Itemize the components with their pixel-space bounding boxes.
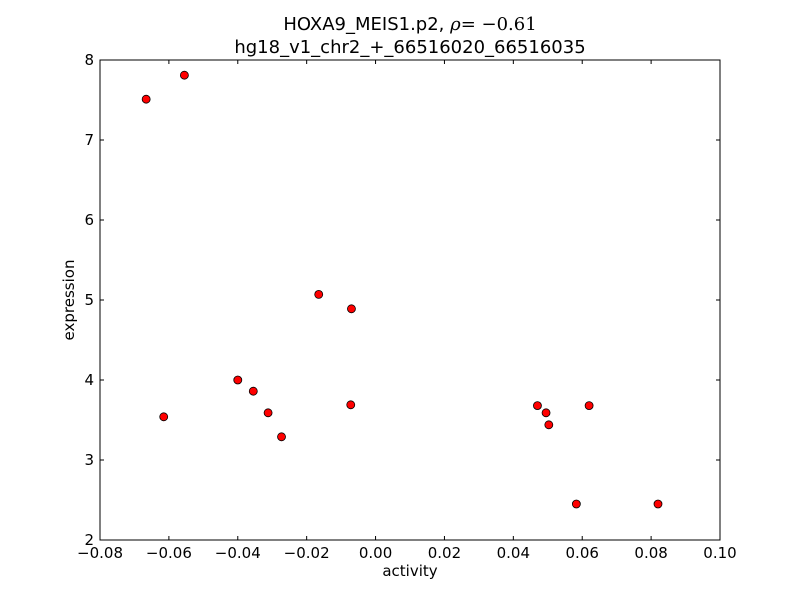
x-tick-label: −0.02 <box>284 544 330 562</box>
x-tick-label: 0.04 <box>497 544 530 562</box>
y-tick-label: 8 <box>84 51 94 69</box>
scatter-point <box>179 70 189 80</box>
x-tick-label: −0.08 <box>77 544 123 562</box>
y-axis-label: expression <box>60 260 78 341</box>
x-axis-label: activity <box>382 562 437 580</box>
y-tick-label: 3 <box>84 451 94 469</box>
scatter-point <box>541 408 551 418</box>
x-tick-label: 0.06 <box>566 544 599 562</box>
scatter-point <box>533 401 542 411</box>
scatter-point <box>248 386 258 396</box>
scatter-point <box>544 420 554 430</box>
chart-title-line1: HOXA9_MEIS1.p2, ρ= −0.61 <box>283 14 536 35</box>
x-tick-label: 0.00 <box>359 544 392 562</box>
scatter-point <box>233 375 243 385</box>
scatter-point <box>314 289 324 299</box>
chart-title-line2: hg18_v1_chr2_+_66516020_66516035 <box>234 37 585 58</box>
x-tick-label: 0.02 <box>428 544 461 562</box>
scatter-point <box>653 499 663 509</box>
scatter-point <box>571 499 581 509</box>
x-tick-label: 0.10 <box>703 544 736 562</box>
x-tick-label: −0.06 <box>146 544 192 562</box>
y-tick-label: 5 <box>84 291 94 309</box>
x-tick-label: 0.08 <box>634 544 667 562</box>
ticks-layer: −0.08 −0.06 −0.04 −0.02 0.00 0.02 0.04 0.06 0.08… <box>77 51 737 562</box>
scatter-point <box>346 400 356 410</box>
x-tick-label: −0.04 <box>215 544 261 562</box>
plot-area <box>99 59 721 541</box>
y-tick-label: 7 <box>84 131 94 149</box>
y-tick-label: 4 <box>84 371 94 389</box>
y-tick-label: 6 <box>84 211 94 229</box>
scatter-point <box>347 304 356 314</box>
scatter-point <box>159 412 169 422</box>
scatter-point <box>263 408 273 418</box>
scatter-point <box>277 432 286 442</box>
title-prefix: HOXA9_MEIS1.p2, <box>283 14 450 35</box>
points-layer <box>141 70 663 509</box>
scatter-point <box>141 94 151 104</box>
scatter-point <box>584 401 594 411</box>
title-rho-symbol: ρ <box>449 14 461 35</box>
title-rho-value: = −0.61 <box>461 14 537 35</box>
y-tick-label: 2 <box>84 531 94 549</box>
